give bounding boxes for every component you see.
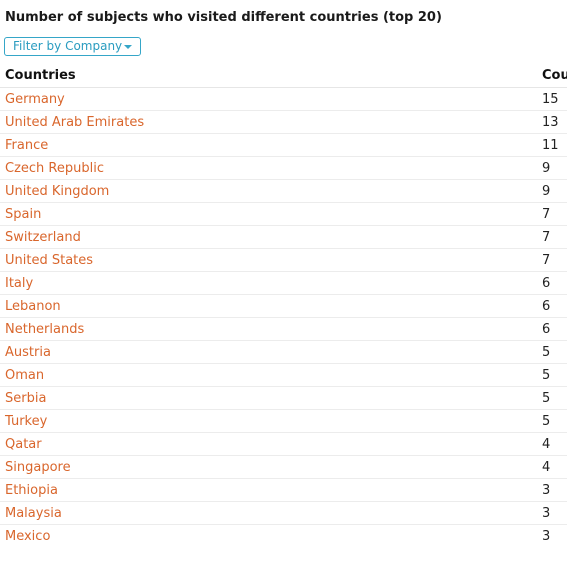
table-row: Malaysia 3 [0,502,567,525]
country-count: 3 [542,483,551,498]
table-row: Ethiopia 3 [0,479,567,502]
country-link[interactable]: Oman [5,368,45,383]
country-link[interactable]: France [5,138,49,153]
table-row: United Arab Emirates 13 [0,111,567,134]
table-row: Switzerland 7 [0,226,567,249]
table-row: Spain 7 [0,203,567,226]
table-row: Lebanon 6 [0,295,567,318]
country-link[interactable]: Germany [5,92,65,107]
country-link[interactable]: Turkey [5,414,48,429]
table-row: United States 7 [0,249,567,272]
column-header-countries: Countries [5,68,76,83]
country-link[interactable]: Czech Republic [5,161,104,176]
country-link[interactable]: United Arab Emirates [5,115,145,130]
page-title: Number of subjects who visited different… [5,10,442,25]
country-count: 7 [542,207,551,222]
country-count: 5 [542,414,551,429]
table-row: Italy 6 [0,272,567,295]
country-count: 7 [542,253,551,268]
table-row: Germany 15 [0,88,567,111]
country-link[interactable]: Ethiopia [5,483,58,498]
table-row: United Kingdom 9 [0,180,567,203]
country-count: 5 [542,391,551,406]
country-link[interactable]: Lebanon [5,299,61,314]
country-count: 9 [542,161,551,176]
table-row: Austria 5 [0,341,567,364]
country-count: 3 [542,506,551,521]
country-count: 6 [542,276,551,291]
country-count: 11 [542,138,559,153]
filter-button-label: Filter by Company [13,39,123,53]
country-link[interactable]: Austria [5,345,51,360]
country-count: 13 [542,115,559,130]
country-count: 15 [542,92,559,107]
table-body: Germany 15 United Arab Emirates 13 France 11 C… [0,88,567,547]
table-row: Oman 5 [0,364,567,387]
country-count: 9 [542,184,551,199]
country-count: 6 [542,322,551,337]
table-row: Qatar 4 [0,433,567,456]
table-row: Serbia 5 [0,387,567,410]
country-link[interactable]: Malaysia [5,506,62,521]
filter-by-company-button[interactable]: Filter by Company [4,37,141,56]
table-header-row: Countries Cou [0,64,567,88]
countries-table: Countries Cou Germany 15 United Arab Emira… [0,64,567,547]
table-row: Czech Republic 9 [0,157,567,180]
country-link[interactable]: Mexico [5,529,51,544]
country-link[interactable]: Netherlands [5,322,85,337]
chevron-down-icon [124,45,132,49]
country-count: 7 [542,230,551,245]
table-row: Mexico 3 [0,525,567,547]
table-row: Singapore 4 [0,456,567,479]
country-link[interactable]: Serbia [5,391,47,406]
country-link[interactable]: Switzerland [5,230,81,245]
country-count: 5 [542,345,551,360]
country-link[interactable]: Italy [5,276,34,291]
country-count: 6 [542,299,551,314]
table-row: Netherlands 6 [0,318,567,341]
country-count: 4 [542,460,551,475]
country-count: 4 [542,437,551,452]
table-row: Turkey 5 [0,410,567,433]
country-count: 5 [542,368,551,383]
country-link[interactable]: Spain [5,207,42,222]
country-link[interactable]: Singapore [5,460,71,475]
country-link[interactable]: United States [5,253,94,268]
country-link[interactable]: Qatar [5,437,42,452]
country-link[interactable]: United Kingdom [5,184,110,199]
country-count: 3 [542,529,551,544]
column-header-count: Cou [542,68,567,83]
table-row: France 11 [0,134,567,157]
